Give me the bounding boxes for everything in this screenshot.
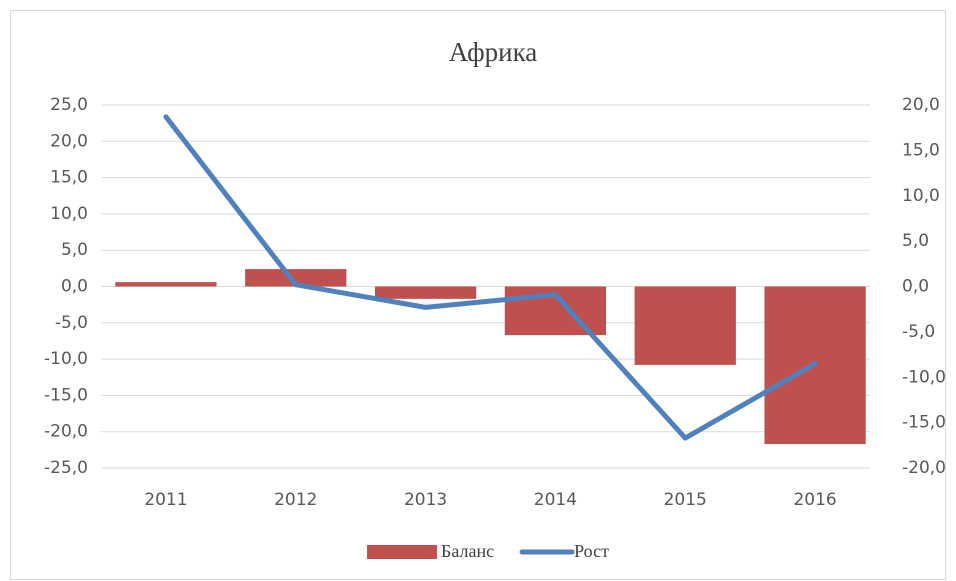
y-tick-label: 15,0 xyxy=(50,168,88,188)
x-tick-label: 2012 xyxy=(274,490,317,510)
x-tick-label: 2014 xyxy=(534,490,577,510)
y-tick-label: 25,0 xyxy=(50,95,88,115)
y2-tick-label: -15,0 xyxy=(902,413,946,433)
bar xyxy=(115,282,217,287)
x-tick-label: 2015 xyxy=(664,490,707,510)
y-tick-label: 10,0 xyxy=(50,204,88,224)
y-tick-label: -20,0 xyxy=(44,422,88,442)
y-tick-label: -5,0 xyxy=(55,313,88,333)
y-tick-label: -25,0 xyxy=(44,458,88,478)
legend-swatch xyxy=(367,545,437,559)
bar xyxy=(374,286,477,299)
x-tick-label: 2011 xyxy=(144,490,187,510)
line xyxy=(163,114,818,441)
y2-tick-label: 0,0 xyxy=(902,277,929,297)
y2-tick-label: -10,0 xyxy=(902,367,946,387)
y-tick-label: 5,0 xyxy=(61,240,88,260)
y2-tick-label: 5,0 xyxy=(902,231,929,251)
y2-tick-label: -5,0 xyxy=(902,322,935,342)
x-tick-label: 2013 xyxy=(404,490,447,510)
chart-title: Африка xyxy=(449,37,538,67)
y-tick-label: 0,0 xyxy=(61,277,88,297)
y2-tick-label: 20,0 xyxy=(902,95,940,115)
y-tick-label: 20,0 xyxy=(50,131,88,151)
y-tick-label: -10,0 xyxy=(44,349,88,369)
bar xyxy=(245,269,347,287)
bar xyxy=(634,286,736,365)
legend-label: Рост xyxy=(574,541,609,561)
legend-label: Баланс xyxy=(441,541,494,561)
x-tick-label: 2016 xyxy=(793,490,836,510)
y2-tick-label: 10,0 xyxy=(902,186,940,206)
y2-tick-label: -20,0 xyxy=(902,458,946,478)
y-tick-label: -15,0 xyxy=(44,385,88,405)
y2-tick-label: 15,0 xyxy=(902,140,940,160)
